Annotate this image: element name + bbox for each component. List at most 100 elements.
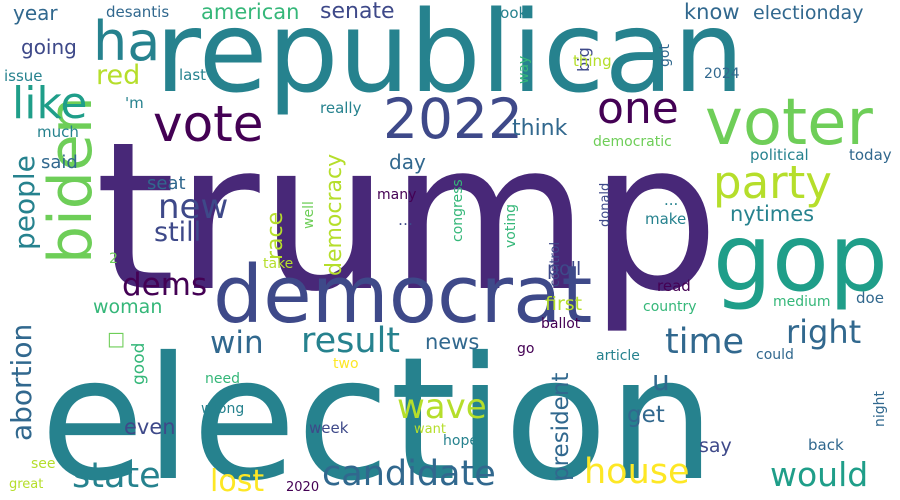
cloud-word: ... [664, 191, 678, 209]
cloud-word: wave [397, 387, 487, 427]
cloud-word: result [301, 321, 400, 361]
cloud-word: win [210, 325, 264, 361]
cloud-word: 2020 [286, 480, 319, 495]
cloud-word: election [40, 321, 716, 500]
cloud-word: congress [450, 179, 466, 242]
cloud-word: thing [573, 52, 612, 70]
cloud-word: poll [547, 258, 581, 280]
cloud-word: medium [773, 294, 831, 310]
cloud-word: abortion [5, 324, 38, 441]
cloud-word: one [597, 83, 679, 134]
cloud-word: senate [320, 0, 395, 24]
cloud-word: … [398, 211, 413, 229]
cloud-word: voting [503, 204, 519, 248]
cloud-word: get [627, 402, 665, 428]
cloud-word: make [645, 210, 686, 228]
cloud-word: democrat [213, 249, 592, 341]
cloud-word: donald [598, 183, 613, 227]
cloud-word: race [263, 212, 288, 260]
cloud-word: ballot [541, 316, 581, 332]
cloud-word: trump [95, 99, 719, 337]
cloud-word: great [9, 477, 43, 492]
cloud-word: take [263, 256, 293, 272]
cloud-word: back [808, 436, 844, 454]
cloud-word: hope [443, 433, 478, 449]
cloud-word: night [872, 390, 888, 427]
cloud-word: 2 [109, 251, 118, 267]
cloud-word: nytimes [730, 202, 814, 226]
cloud-word: control [548, 242, 563, 287]
cloud-word: party [713, 156, 832, 209]
cloud-word: doe [856, 289, 884, 307]
cloud-word: issue [4, 67, 43, 85]
cloud-word: red [96, 60, 140, 91]
cloud-word: article [596, 348, 640, 364]
cloud-word: said [41, 152, 78, 173]
cloud-word: news [425, 330, 479, 354]
cloud-word: year [13, 1, 58, 25]
cloud-word: seat [147, 173, 186, 194]
cloud-word: well [301, 201, 317, 229]
cloud-word: two [333, 356, 359, 372]
cloud-word: much [37, 123, 79, 141]
cloud-word: country [643, 299, 697, 315]
cloud-word: vote [153, 95, 264, 153]
cloud-word: going [21, 35, 77, 59]
cloud-word: electionday [753, 2, 863, 24]
cloud-word: first [545, 293, 582, 315]
cloud-word: 'm [125, 94, 144, 112]
cloud-word: political [750, 146, 809, 164]
cloud-word: wrong [201, 401, 244, 417]
cloud-word: week [309, 419, 349, 437]
cloud-word: voter [705, 86, 874, 160]
cloud-word: go [517, 341, 534, 357]
cloud-word: good [129, 343, 149, 385]
cloud-word: democratic [593, 134, 672, 150]
cloud-word: need [205, 371, 240, 387]
cloud-word: really [320, 99, 362, 117]
cloud-word: 2024 [704, 66, 740, 82]
cloud-word: want [414, 422, 446, 437]
cloud-word: desantis [106, 3, 169, 21]
cloud-word: new [158, 187, 228, 227]
cloud-word: could [756, 347, 794, 363]
cloud-word: people [8, 155, 41, 250]
cloud-word: would [770, 455, 868, 494]
cloud-word: know [684, 0, 740, 24]
cloud-word: see [31, 456, 56, 472]
cloud-word: day [389, 150, 426, 174]
cloud-word: today [849, 146, 892, 164]
cloud-word: biden [36, 96, 106, 264]
cloud-word: last [179, 66, 206, 84]
cloud-word: democracy [322, 154, 347, 276]
cloud-word: gop [713, 204, 888, 312]
cloud-word: many [377, 187, 416, 203]
cloud-word: right [786, 313, 861, 351]
cloud-word: u [652, 364, 670, 397]
cloud-word: american [201, 0, 299, 24]
cloud-word: even [124, 415, 176, 439]
cloud-word: president [548, 373, 574, 481]
cloud-word: say [699, 435, 732, 457]
cloud-word: read [657, 277, 691, 295]
cloud-word: still [154, 217, 201, 248]
cloud-word: ha [93, 10, 160, 73]
cloud-word: look [496, 4, 528, 22]
cloud-word: like [12, 78, 87, 129]
cloud-word: think [512, 116, 568, 141]
cloud-word: 2022 [383, 87, 523, 151]
cloud-word: way [516, 56, 532, 84]
cloud-word: state [72, 456, 161, 496]
cloud-word: candidate [322, 454, 496, 494]
cloud-word: got [657, 44, 673, 67]
cloud-word: time [665, 322, 744, 362]
cloud-word: house [584, 452, 690, 492]
cloud-word: dems [122, 267, 207, 303]
cloud-word: lost [210, 464, 264, 499]
cloud-word: □ [107, 328, 125, 350]
cloud-word: big [574, 47, 593, 72]
cloud-word: republican [155, 0, 744, 118]
